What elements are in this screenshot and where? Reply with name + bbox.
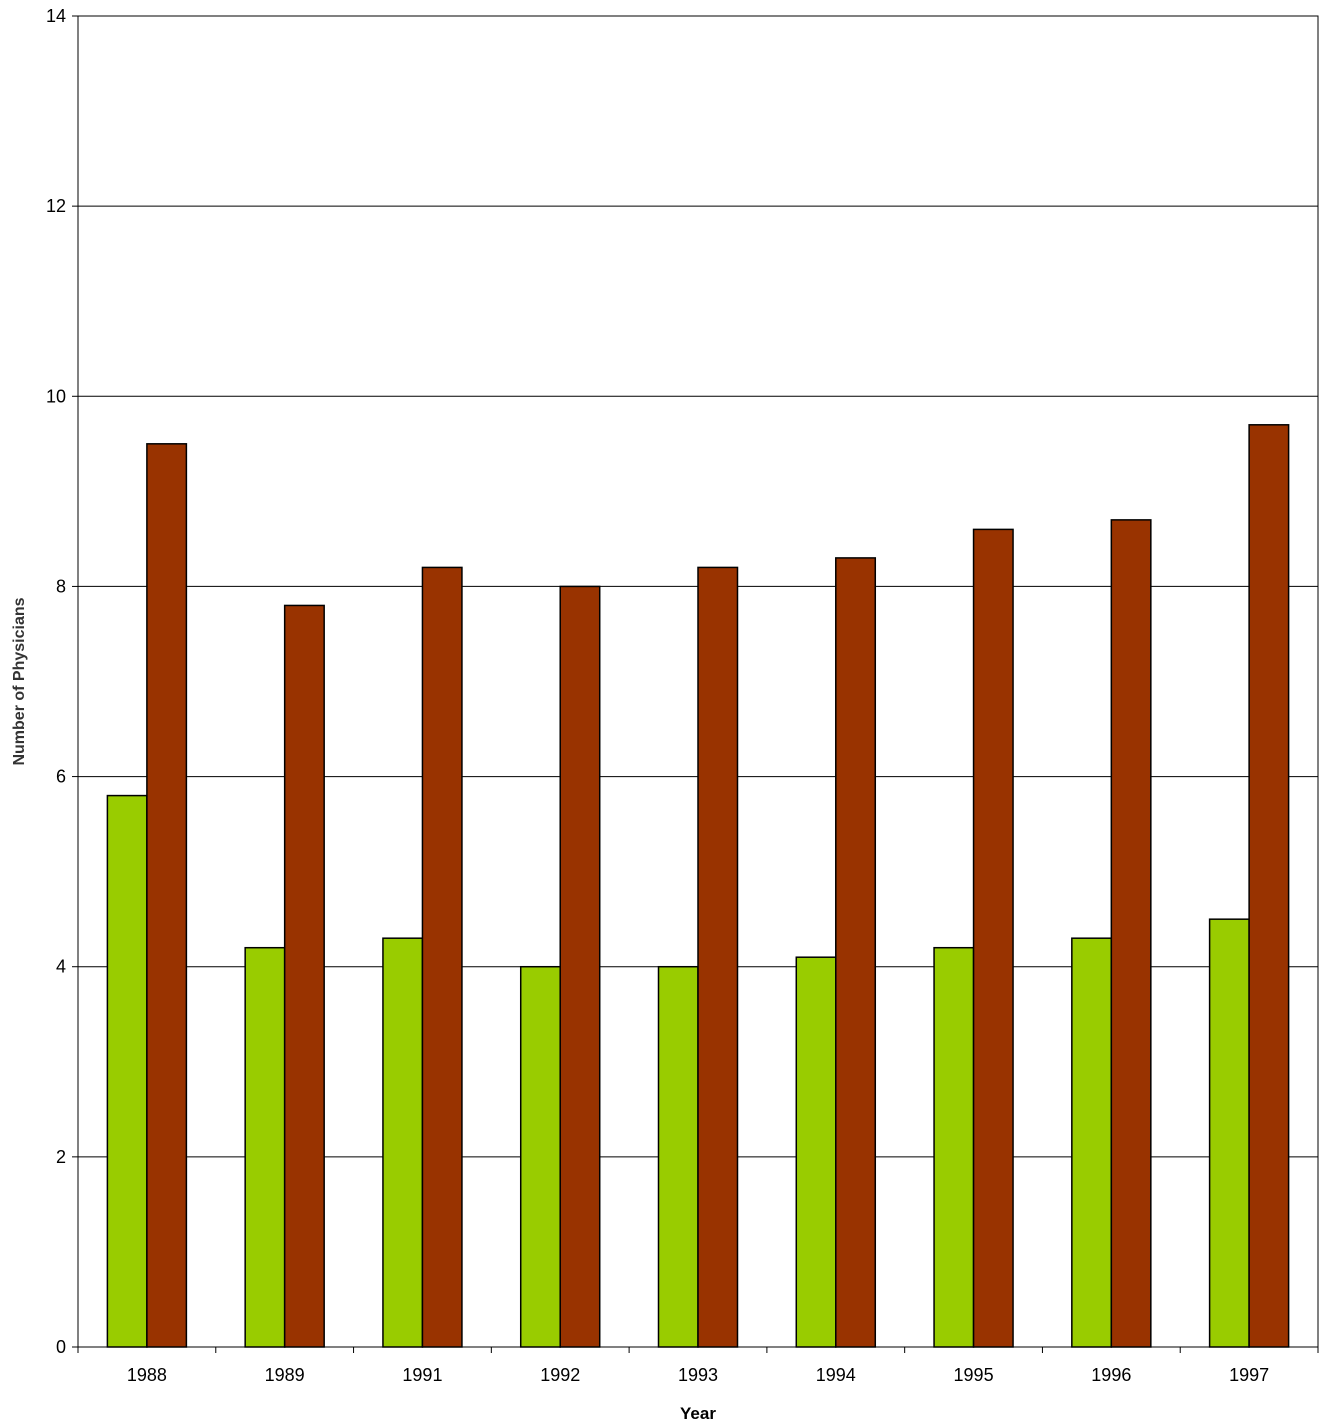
- bar-series-1: [657, 965, 699, 1348]
- y-tick-label: 4: [56, 957, 66, 977]
- bar-series-1: [795, 956, 837, 1348]
- y-tick-label: 6: [56, 767, 66, 787]
- x-tick-label: 1992: [540, 1365, 580, 1385]
- y-tick-label: 12: [46, 196, 66, 216]
- y-tick-label: 10: [46, 386, 66, 406]
- x-tick-label: 1988: [127, 1365, 167, 1385]
- x-tick-label: 1989: [265, 1365, 305, 1385]
- bar-series-2: [972, 528, 1014, 1348]
- x-tick-label: 1995: [954, 1365, 994, 1385]
- y-tick-label: 0: [56, 1337, 66, 1357]
- x-tick-label: 1994: [816, 1365, 856, 1385]
- x-tick-label: 1993: [678, 1365, 718, 1385]
- bar-series-1: [519, 965, 561, 1348]
- y-tick-label: 2: [56, 1147, 66, 1167]
- bar-series-1: [244, 946, 286, 1348]
- y-axis-ticks: 0 2 4 6 8 10 12 14: [46, 6, 78, 1357]
- bar-series-2: [146, 443, 188, 1348]
- bar-series-1: [933, 946, 975, 1348]
- bar-series-2: [421, 566, 463, 1348]
- y-axis-title: Number of Physicians: [11, 597, 28, 765]
- bar-series-2: [283, 604, 325, 1348]
- bar-series-1: [1071, 937, 1113, 1348]
- x-axis-ticks: 1988 1989 1991 1992 1993 1994 1995 1996 1997: [77, 1347, 1319, 1385]
- y-tick-label: 14: [46, 6, 66, 26]
- bar-series-1: [382, 937, 424, 1348]
- y-tick-label: 8: [56, 576, 66, 596]
- bars: [106, 424, 1290, 1348]
- bar-series-2: [697, 566, 739, 1348]
- bar-series-1: [106, 794, 148, 1348]
- x-tick-label: 1997: [1229, 1365, 1269, 1385]
- bar-series-1: [1208, 918, 1250, 1348]
- bar-series-2: [559, 585, 601, 1348]
- plot-area-frame: [77, 15, 1319, 1348]
- bar-series-2: [1110, 519, 1152, 1348]
- bar-series-2: [835, 557, 877, 1348]
- x-axis-title: Year: [680, 1404, 716, 1423]
- x-tick-label: 1991: [402, 1365, 442, 1385]
- bar-series-2: [1248, 424, 1290, 1348]
- x-tick-label: 1996: [1091, 1365, 1131, 1385]
